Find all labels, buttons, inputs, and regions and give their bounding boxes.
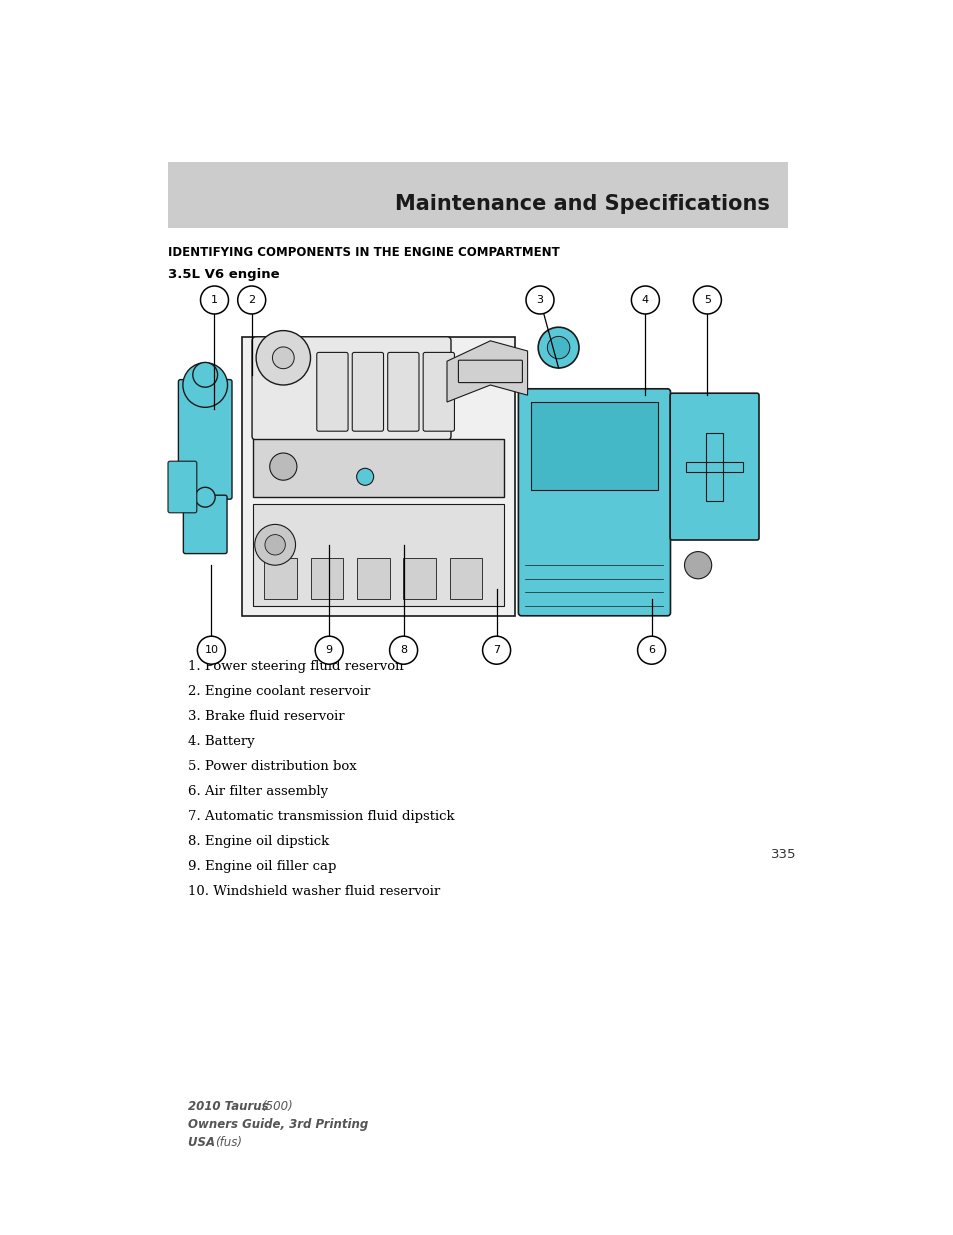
Bar (449, 558, 482, 599)
Text: 1. Power steering fluid reservoir: 1. Power steering fluid reservoir (188, 659, 405, 673)
Text: Owners Guide, 3rd Printing: Owners Guide, 3rd Printing (188, 1118, 368, 1131)
Text: 6: 6 (647, 645, 655, 656)
Bar (530, 403, 658, 490)
FancyBboxPatch shape (352, 352, 383, 431)
Polygon shape (447, 341, 527, 403)
Text: 7: 7 (493, 645, 499, 656)
Text: 2: 2 (248, 295, 255, 305)
Bar (311, 558, 343, 599)
Text: 2. Engine coolant reservoir: 2. Engine coolant reservoir (188, 685, 370, 698)
Text: (fus): (fus) (214, 1136, 242, 1149)
Circle shape (183, 363, 227, 408)
Circle shape (684, 552, 711, 579)
Circle shape (631, 287, 659, 314)
Text: 8. Engine oil dipstick: 8. Engine oil dipstick (188, 835, 329, 848)
Text: 9: 9 (325, 645, 333, 656)
Text: 9. Engine oil filler cap: 9. Engine oil filler cap (188, 860, 336, 873)
Circle shape (265, 535, 285, 555)
FancyBboxPatch shape (168, 461, 196, 513)
FancyBboxPatch shape (178, 379, 232, 499)
Text: (500): (500) (261, 1100, 293, 1113)
Text: 2010 Taurus: 2010 Taurus (188, 1100, 273, 1113)
Circle shape (270, 453, 296, 480)
Circle shape (254, 525, 295, 566)
FancyBboxPatch shape (242, 337, 515, 616)
Bar (264, 558, 296, 599)
Circle shape (193, 362, 217, 388)
Circle shape (237, 287, 266, 314)
Bar (705, 432, 722, 500)
Text: IDENTIFYING COMPONENTS IN THE ENGINE COMPARTMENT: IDENTIFYING COMPONENTS IN THE ENGINE COM… (168, 246, 559, 259)
Circle shape (482, 636, 510, 664)
Circle shape (255, 331, 310, 385)
FancyBboxPatch shape (252, 337, 451, 440)
Bar (253, 504, 504, 606)
Circle shape (197, 636, 225, 664)
Circle shape (273, 347, 294, 369)
Circle shape (693, 287, 720, 314)
Bar (685, 462, 742, 472)
FancyBboxPatch shape (517, 389, 670, 616)
Text: 4: 4 (641, 295, 648, 305)
Text: Maintenance and Specifications: Maintenance and Specifications (395, 194, 769, 214)
Text: 3. Brake fluid reservoir: 3. Brake fluid reservoir (188, 710, 344, 722)
Text: 3: 3 (536, 295, 543, 305)
Text: 4. Battery: 4. Battery (188, 735, 254, 748)
Text: 3.5L V6 engine: 3.5L V6 engine (168, 268, 279, 282)
Text: USA: USA (188, 1136, 219, 1149)
Text: 8: 8 (399, 645, 407, 656)
Circle shape (356, 468, 374, 485)
Circle shape (389, 636, 417, 664)
Bar (403, 558, 436, 599)
Circle shape (314, 636, 343, 664)
Circle shape (200, 287, 229, 314)
Text: 7. Automatic transmission fluid dipstick: 7. Automatic transmission fluid dipstick (188, 810, 455, 823)
Bar (253, 440, 504, 498)
FancyBboxPatch shape (458, 361, 522, 383)
Text: 5: 5 (703, 295, 710, 305)
FancyBboxPatch shape (669, 393, 759, 540)
Bar (168, 300, 787, 640)
FancyBboxPatch shape (423, 352, 454, 431)
Text: 10: 10 (204, 645, 218, 656)
Bar (356, 558, 390, 599)
FancyBboxPatch shape (387, 352, 418, 431)
Bar (168, 162, 787, 228)
Circle shape (547, 336, 569, 359)
Circle shape (195, 488, 214, 508)
FancyBboxPatch shape (316, 352, 348, 431)
Text: 6. Air filter assembly: 6. Air filter assembly (188, 785, 328, 798)
Text: 1: 1 (211, 295, 218, 305)
Circle shape (525, 287, 554, 314)
Text: 335: 335 (770, 848, 796, 861)
Circle shape (537, 327, 578, 368)
Text: 5. Power distribution box: 5. Power distribution box (188, 760, 356, 773)
FancyBboxPatch shape (183, 495, 227, 553)
Circle shape (637, 636, 665, 664)
Text: 10. Windshield washer fluid reservoir: 10. Windshield washer fluid reservoir (188, 885, 439, 898)
